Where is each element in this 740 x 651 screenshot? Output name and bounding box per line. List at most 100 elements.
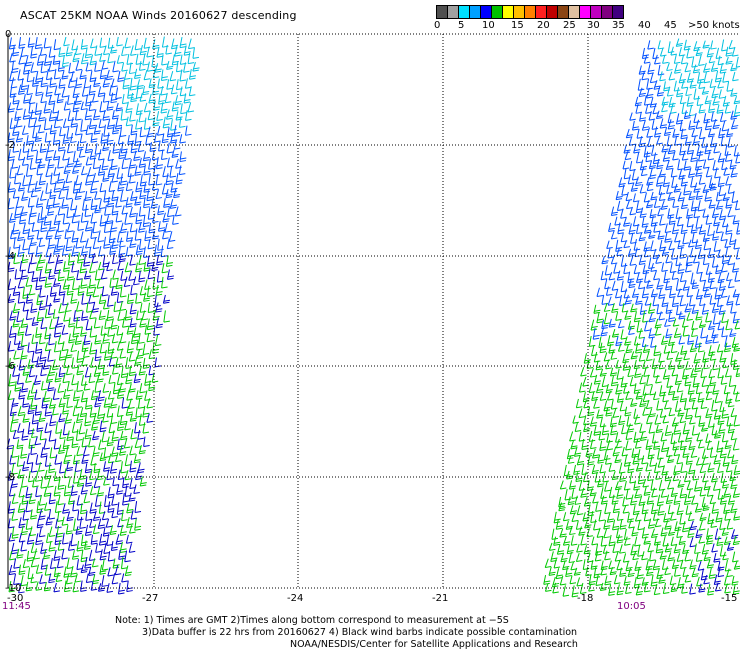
wind-barb [696, 167, 703, 176]
wind-barb [103, 366, 109, 375]
wind-barb [635, 368, 642, 378]
wind-barb [657, 400, 663, 410]
wind-barb [155, 335, 161, 346]
wind-barb [144, 437, 150, 447]
wind-barb [680, 488, 687, 498]
wind-barb [21, 334, 27, 346]
wind-barb [639, 352, 645, 361]
wind-barb [579, 432, 585, 441]
wind-barb [602, 256, 609, 264]
wind-barb [692, 280, 699, 289]
wind-barb [675, 567, 681, 576]
wind-barb [21, 207, 28, 216]
wind-barb [627, 424, 634, 433]
wind-barb [729, 376, 735, 387]
wind-barb [617, 561, 623, 570]
wind-barb [713, 360, 719, 369]
wind-barb [35, 471, 41, 481]
wind-barb [621, 329, 627, 339]
wind-barb [644, 487, 651, 496]
wind-barb [568, 455, 574, 463]
wind-barb [80, 70, 87, 79]
wind-barb [695, 544, 701, 554]
wind-barb [83, 446, 89, 456]
wind-barb [683, 544, 690, 553]
wind-barb [22, 254, 28, 263]
wind-barb [675, 136, 681, 145]
wind-barb [85, 429, 92, 439]
wind-barb [706, 335, 712, 344]
wind-barb [723, 479, 730, 488]
wind-barb [623, 553, 629, 562]
wind-barb [89, 119, 96, 129]
wind-barb [698, 393, 704, 402]
wind-barb [624, 455, 631, 466]
wind-barb [718, 177, 724, 186]
wind-barb [29, 286, 35, 295]
wind-barb [140, 303, 146, 312]
wind-barb [75, 574, 81, 582]
wind-barb [699, 224, 706, 234]
wind-barb [728, 208, 734, 217]
wind-barb [572, 513, 578, 521]
wind-barb [58, 541, 64, 551]
wind-barb [710, 279, 716, 289]
wind-barb [569, 480, 576, 489]
wind-barb [45, 262, 51, 273]
wind-barb [725, 560, 731, 571]
wind-barb [646, 439, 653, 449]
wind-barb [680, 95, 686, 103]
wind-barb [54, 215, 61, 225]
wind-barb [181, 103, 187, 113]
wind-barb [732, 576, 738, 585]
wind-barb [140, 174, 146, 186]
wind-barb [629, 519, 635, 528]
wind-barb [736, 57, 740, 67]
wind-barb [707, 559, 714, 568]
wind-barb [139, 61, 145, 70]
wind-barb [646, 463, 652, 471]
wind-barb [76, 317, 82, 328]
wind-barb [640, 184, 646, 193]
latitude-tick-label: -8 [5, 472, 15, 483]
wind-barb [731, 119, 738, 128]
wind-barb [734, 105, 740, 116]
wind-barb [640, 112, 646, 121]
wind-barb [670, 576, 676, 585]
wind-barb [706, 167, 712, 176]
wind-barb [635, 97, 642, 106]
wind-barb [719, 185, 725, 195]
wind-barb [724, 488, 731, 497]
wind-barb [152, 151, 158, 160]
wind-barb [31, 303, 37, 312]
wind-barb [654, 223, 660, 232]
wind-barb [21, 270, 27, 279]
wind-barb [167, 61, 174, 69]
wind-barb [591, 560, 597, 569]
wind-barb [147, 286, 153, 297]
wind-barb [193, 62, 200, 71]
wind-barb [161, 245, 167, 256]
wind-barb [625, 407, 631, 416]
wind-barb [112, 495, 118, 505]
wind-barb [703, 41, 710, 49]
wind-barb [579, 408, 585, 417]
wind-barb [613, 543, 619, 553]
wind-barb [75, 461, 81, 472]
wind-barb [117, 485, 124, 495]
wind-barb [567, 545, 573, 554]
wind-barb [652, 120, 658, 129]
wind-barb [45, 470, 52, 479]
wind-barb [149, 349, 155, 358]
wind-barb [554, 537, 560, 546]
wind-barb [596, 503, 602, 512]
wind-barb [629, 137, 635, 145]
wind-barb [712, 473, 719, 482]
wind-barb [657, 568, 664, 578]
wind-barb [638, 520, 644, 530]
wind-barb [33, 127, 39, 138]
wind-barb [702, 497, 708, 507]
wind-barb [145, 231, 151, 241]
wind-barb [556, 519, 563, 529]
wind-barb [650, 456, 656, 467]
